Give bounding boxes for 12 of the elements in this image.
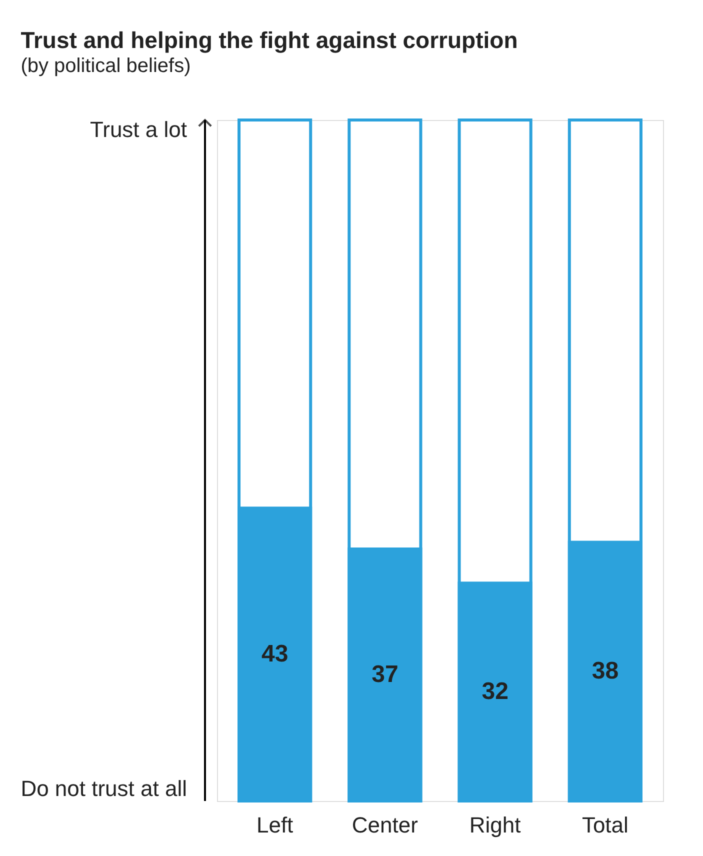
x-tick-label: Total bbox=[582, 812, 628, 838]
text: Do not trust at all bbox=[20, 776, 187, 801]
data-label: 38 bbox=[592, 658, 619, 685]
x-tick-label: Center bbox=[352, 812, 418, 838]
data-label: 43 bbox=[261, 640, 288, 668]
data-label: 37 bbox=[372, 661, 398, 688]
x-tick-label: Right bbox=[469, 812, 521, 838]
text: Trust a lot bbox=[90, 117, 187, 142]
data-label: 32 bbox=[482, 678, 508, 706]
x-tick-label: Left bbox=[256, 812, 294, 838]
chart-title: Trust and helping the fight against corruption bbox=[20, 27, 518, 53]
chart-subtitle: (by political beliefs) bbox=[20, 55, 191, 77]
